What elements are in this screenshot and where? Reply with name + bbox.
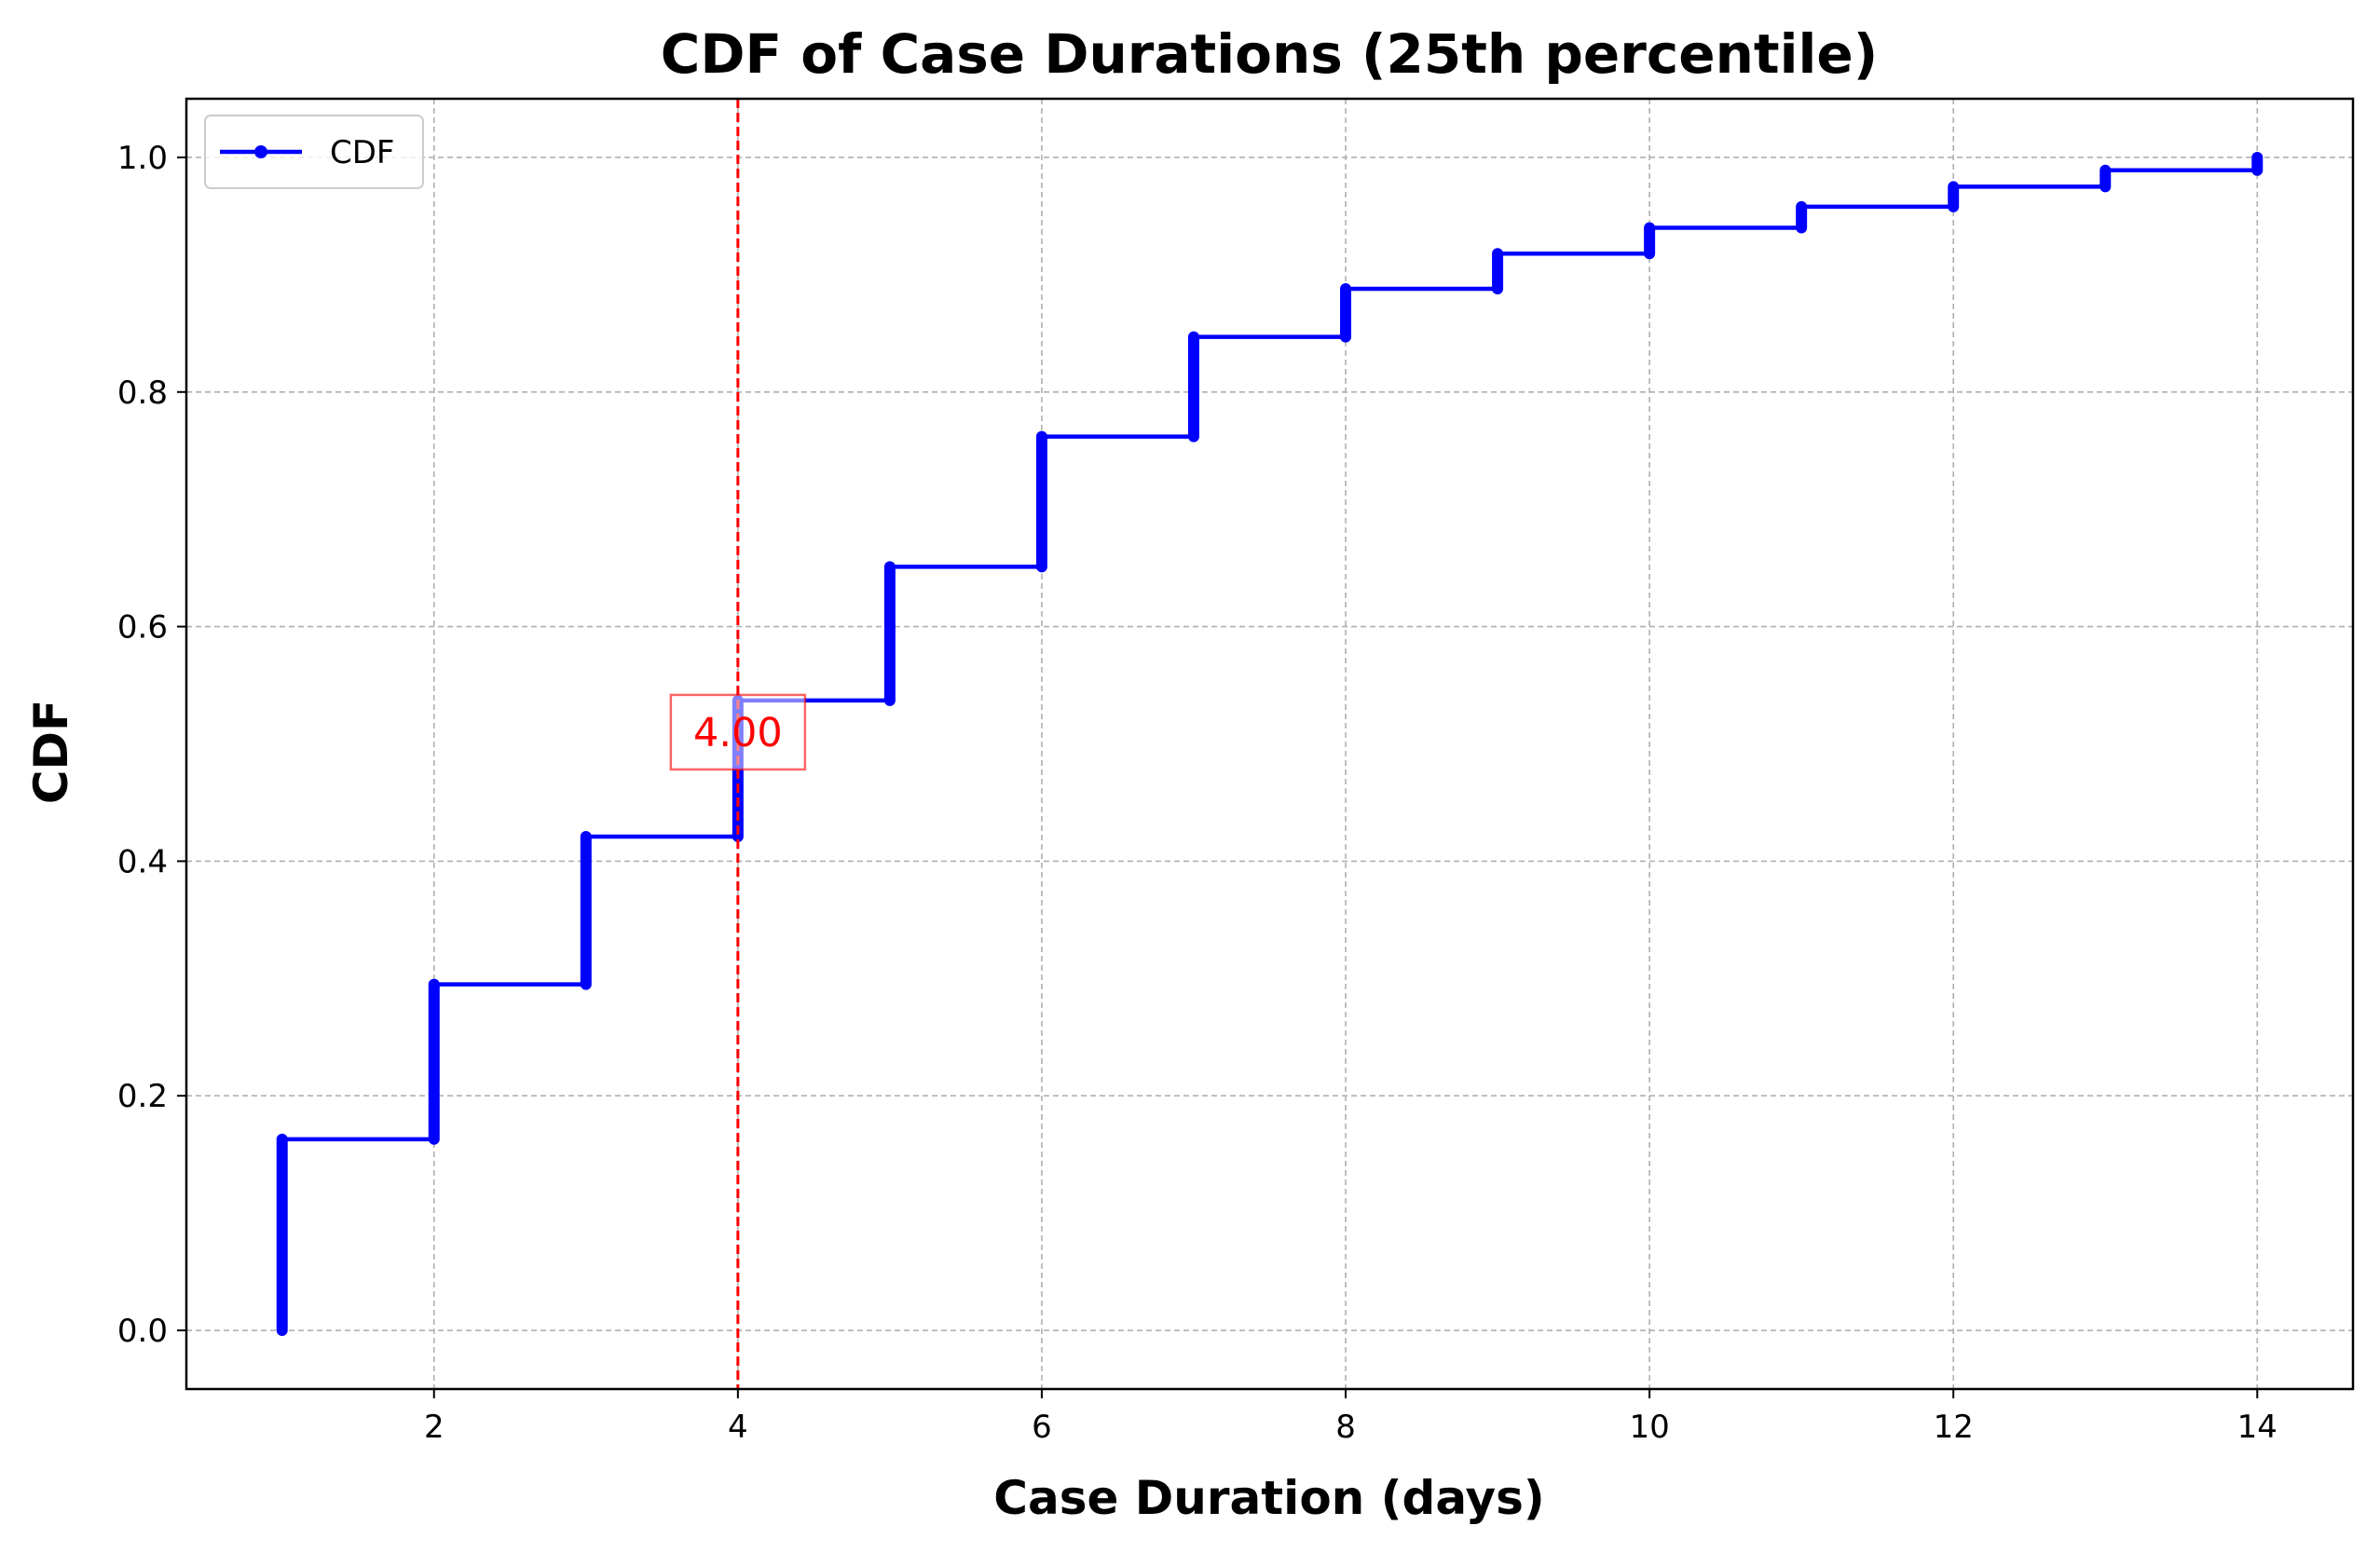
y-tick-label: 1.0	[117, 140, 168, 177]
chart-title: CDF of Case Durations (25th percentile)	[661, 22, 1878, 86]
y-tick-label: 0.0	[117, 1313, 168, 1350]
legend-box	[204, 115, 424, 189]
y-tick-label: 0.4	[117, 843, 168, 880]
legend-label-cdf: CDF	[330, 134, 394, 171]
x-tick-label: 14	[2237, 1409, 2277, 1446]
percentile-annotation-label: 4.00	[693, 710, 783, 756]
y-tick-label: 0.6	[117, 609, 168, 647]
y-tick-label: 0.8	[117, 375, 168, 412]
x-tick-label: 10	[1629, 1409, 1669, 1446]
x-tick-label: 6	[1032, 1409, 1052, 1446]
x-axis-label: Case Duration (days)	[993, 1471, 1544, 1525]
plot-frame	[185, 97, 2355, 1391]
y-axis-label: CDF	[24, 700, 78, 804]
x-tick-label: 2	[424, 1409, 445, 1446]
annotation-layer: 4.00	[669, 99, 807, 1389]
legend: CDF	[204, 115, 424, 189]
x-tick-label: 4	[728, 1409, 748, 1446]
legend-dot-marker	[254, 145, 267, 158]
percentile-annotation-box	[669, 693, 807, 771]
ticks-layer: 2 4 6 8 10 12 14 0.0 0.2 0.4 0.6 0.8 1.0	[117, 140, 2277, 1446]
x-tick-label: 12	[1934, 1409, 1974, 1446]
y-tick-label: 0.2	[117, 1078, 168, 1115]
x-tick-label: 8	[1335, 1409, 1356, 1446]
